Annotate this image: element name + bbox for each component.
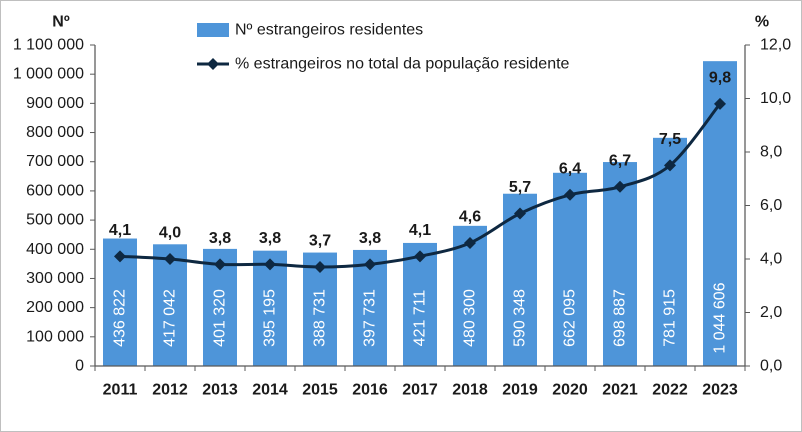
y-right-tick-label: 0,0 — [760, 358, 782, 375]
x-tick-label-2014: 2014 — [252, 382, 288, 399]
x-tick-label-2020: 2020 — [552, 382, 588, 399]
legend-bar-swatch — [197, 23, 229, 37]
legend-line-label: % estrangeiros no total da população res… — [235, 56, 570, 73]
line-point-2013 — [214, 258, 226, 271]
y-left-tick-label: 700 000 — [26, 153, 84, 170]
legend-bar-label: Nº estrangeiros residentes — [235, 22, 423, 39]
line-point-2018 — [464, 236, 476, 249]
y-left-tick-label: 1 100 000 — [13, 37, 84, 54]
bar-2023 — [703, 61, 737, 366]
legend: Nº estrangeiros residentes % estrangeiro… — [197, 22, 570, 73]
bar-2017 — [403, 242, 437, 366]
bar-value-label-2018: 480 300 — [462, 289, 479, 347]
y-left-tick-label: 0 — [75, 358, 84, 375]
bar-value-label-2013: 401 320 — [212, 289, 229, 347]
x-tick-label-2019: 2019 — [502, 382, 538, 399]
line-value-label-2016: 3,8 — [359, 230, 381, 247]
y-left-tick-label: 500 000 — [26, 212, 84, 229]
line-point-2017 — [414, 250, 426, 263]
bar-value-label-2015: 388 731 — [312, 289, 329, 347]
bars — [103, 61, 737, 366]
bar-2020 — [553, 172, 587, 366]
axes: 0 100 000 200 000 300 000 400 000 500 000 600 … — [13, 37, 791, 399]
x-tick-label-2011: 2011 — [103, 382, 138, 399]
line-value-label-2023: 9,8 — [709, 69, 731, 86]
x-tick-label-2012: 2012 — [152, 382, 188, 399]
bar-value-label-2022: 781 915 — [662, 289, 679, 347]
y-right-tick-label: 6,0 — [760, 197, 782, 214]
bar-value-label-2019: 590 348 — [512, 289, 529, 347]
line-markers — [114, 97, 726, 274]
line-value-label-2014: 3,8 — [259, 230, 281, 247]
bar-value-label-2011: 436 822 — [112, 289, 129, 347]
legend-item-bars: Nº estrangeiros residentes — [197, 22, 423, 39]
line-value-labels: 4,1 4,0 3,8 3,8 3,7 3,8 4,1 4,6 5,7 6,4 6,7 7,5 9,8 — [109, 69, 731, 249]
y-left-tick-label: 400 000 — [26, 241, 84, 258]
line-point-2019 — [514, 207, 526, 220]
line-value-label-2019: 5,7 — [509, 179, 531, 196]
y-left-tick-label: 600 000 — [26, 182, 84, 199]
x-tick-label-2018: 2018 — [452, 382, 488, 399]
line-point-2016 — [364, 258, 376, 271]
line-point-2011 — [114, 250, 126, 263]
y-left-tick-label: 1 000 000 — [13, 66, 84, 83]
line-value-label-2012: 4,0 — [159, 225, 181, 242]
bar-2019 — [503, 193, 537, 366]
y-right-tick-label: 4,0 — [760, 251, 782, 268]
y-right-tick-label: 12,0 — [760, 37, 791, 54]
bar-2022 — [653, 137, 687, 366]
y-left-tick-label: 200 000 — [26, 299, 84, 316]
line-point-2022 — [664, 159, 676, 172]
line-value-label-2017: 4,1 — [409, 222, 431, 239]
bar-value-label-2016: 397 731 — [362, 289, 379, 347]
bar-value-label-2012: 417 042 — [162, 289, 179, 347]
x-tick-label-2022: 2022 — [652, 382, 688, 399]
line-point-2014 — [264, 258, 276, 271]
line-value-label-2015: 3,7 — [309, 233, 331, 250]
y-left-tick-label: 800 000 — [26, 124, 84, 141]
y-right-tick-label: 8,0 — [760, 144, 782, 161]
line-value-label-2020: 6,4 — [559, 160, 581, 177]
line-value-label-2011: 4,1 — [109, 222, 131, 239]
line-value-label-2018: 4,6 — [459, 208, 481, 225]
line-point-2012 — [164, 253, 176, 265]
bar-value-label-2021: 698 887 — [612, 289, 629, 347]
line-point-2020 — [564, 188, 576, 201]
x-tick-label-2016: 2016 — [352, 382, 388, 399]
bar-2018 — [453, 225, 487, 366]
x-tick-label-2013: 2013 — [202, 382, 238, 399]
y-right-tick-label: 2,0 — [760, 304, 782, 321]
y-right-tick-label: 10,0 — [760, 90, 791, 107]
y-left-axis-title: Nº — [52, 14, 70, 31]
bar-value-label-2023: 1 044 606 — [712, 282, 729, 353]
x-tick-label-2021: 2021 — [602, 382, 638, 399]
y-right-axis-title: % — [755, 14, 769, 31]
y-left-tick-label: 100 000 — [26, 328, 84, 345]
bar-value-label-2014: 395 195 — [262, 289, 279, 347]
bar-value-labels: 436 822 417 042 401 320 395 195 388 731 397 7… — [112, 282, 729, 353]
x-tick-label-2017: 2017 — [402, 382, 438, 399]
line-value-label-2022: 7,5 — [659, 131, 681, 148]
x-tick-label-2023: 2023 — [702, 382, 738, 399]
line-value-label-2013: 3,8 — [209, 230, 231, 247]
bar-value-label-2017: 421 711 — [412, 290, 429, 347]
line-point-2023 — [714, 97, 726, 110]
legend-diamond-marker — [207, 58, 219, 70]
line-point-2021 — [614, 180, 626, 193]
y-left-tick-label: 900 000 — [26, 95, 84, 112]
y-left-tick-label: 300 000 — [26, 270, 84, 287]
x-tick-label-2015: 2015 — [302, 382, 338, 399]
bar-2021 — [603, 162, 637, 366]
bar-value-label-2020: 662 095 — [562, 289, 579, 347]
line-value-label-2021: 6,7 — [609, 152, 631, 169]
legend-item-line: % estrangeiros no total da população res… — [197, 56, 570, 73]
line-point-2015 — [314, 261, 326, 274]
